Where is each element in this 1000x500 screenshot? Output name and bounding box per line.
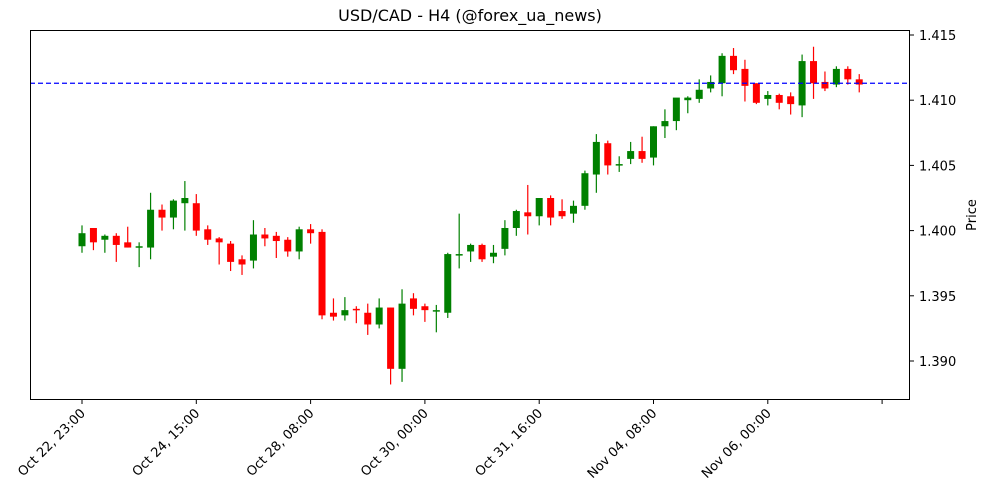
candle	[78, 225, 86, 253]
candle	[592, 134, 600, 193]
candle	[775, 93, 783, 110]
candle	[352, 306, 360, 324]
candle	[238, 255, 246, 275]
candle	[524, 184, 532, 235]
candle	[855, 74, 863, 93]
candle	[192, 194, 200, 236]
candle	[764, 91, 772, 106]
y-tick-label: 1.415	[919, 29, 956, 44]
candle	[364, 303, 372, 335]
y-axis: 1.390 1.395 1.400 1.405 1.410 1.415	[910, 29, 956, 370]
candle	[844, 66, 852, 85]
x-tick-label: Nov 06, 00:00	[699, 406, 775, 482]
candle	[341, 297, 349, 321]
x-axis: Oct 22, 23:00 Oct 24, 15:00 Oct 28, 08:00 O…	[15, 400, 883, 482]
candle	[821, 71, 829, 92]
candle	[684, 96, 692, 114]
candle	[112, 233, 120, 262]
candle	[832, 66, 840, 88]
candle	[501, 220, 509, 256]
x-tick-label: Oct 24, 15:00	[130, 406, 203, 479]
candle	[547, 195, 555, 226]
x-tick-label: Oct 22, 23:00	[15, 406, 88, 479]
candle	[798, 54, 806, 118]
candle	[387, 307, 395, 385]
candle	[695, 79, 703, 103]
candle	[398, 289, 406, 382]
chart-title: USD/CAD - H4 (@forex_ua_news)	[338, 6, 602, 25]
candle	[730, 48, 738, 75]
candle	[478, 243, 486, 262]
x-tick-label: Oct 28, 08:00	[244, 406, 317, 479]
candle	[284, 237, 292, 257]
candle	[272, 231, 280, 258]
candle	[204, 225, 212, 245]
candle	[467, 243, 475, 262]
candle	[421, 303, 429, 322]
x-tick-label: Nov 04, 08:00	[585, 406, 661, 482]
candle	[741, 59, 749, 102]
candle	[307, 224, 315, 244]
candle	[135, 242, 143, 268]
candle	[569, 200, 577, 223]
candle	[455, 213, 463, 269]
y-tick-label: 1.390	[919, 355, 956, 370]
candle	[444, 252, 452, 318]
candle	[810, 46, 818, 99]
candle	[672, 97, 680, 131]
y-tick-label: 1.400	[919, 225, 956, 240]
candle	[718, 53, 726, 97]
candle	[215, 237, 223, 265]
candle	[318, 229, 326, 320]
candle	[261, 227, 269, 247]
candle	[752, 83, 760, 105]
candle	[535, 198, 543, 226]
candle	[227, 241, 235, 272]
candle	[329, 298, 337, 321]
candle	[661, 109, 669, 139]
candle	[432, 304, 440, 333]
candle	[604, 140, 612, 175]
candle	[581, 170, 589, 210]
plot-frame	[30, 30, 910, 400]
candle	[489, 244, 497, 264]
candle	[147, 192, 155, 260]
y-tick-label: 1.405	[919, 159, 956, 174]
candle	[512, 209, 520, 236]
candle	[295, 226, 303, 260]
candle	[375, 298, 383, 329]
candle	[558, 199, 566, 219]
candle	[158, 204, 166, 231]
candle	[249, 220, 257, 269]
x-tick-label: Oct 30, 00:00	[358, 406, 431, 479]
candle	[650, 126, 657, 166]
candles-layer	[78, 46, 863, 385]
x-tick-label: Oct 31, 16:00	[473, 406, 546, 479]
candle	[101, 234, 109, 253]
candle	[169, 199, 177, 230]
candle	[707, 75, 715, 93]
candle	[89, 227, 97, 251]
y-axis-label: Price	[965, 199, 980, 231]
candle	[181, 181, 189, 231]
candle	[615, 156, 623, 172]
candle	[627, 141, 635, 165]
y-tick-label: 1.410	[919, 94, 956, 109]
candle	[638, 136, 646, 163]
candle	[787, 92, 795, 115]
y-tick-label: 1.395	[919, 290, 956, 305]
candle	[124, 226, 132, 248]
candle	[409, 293, 417, 316]
